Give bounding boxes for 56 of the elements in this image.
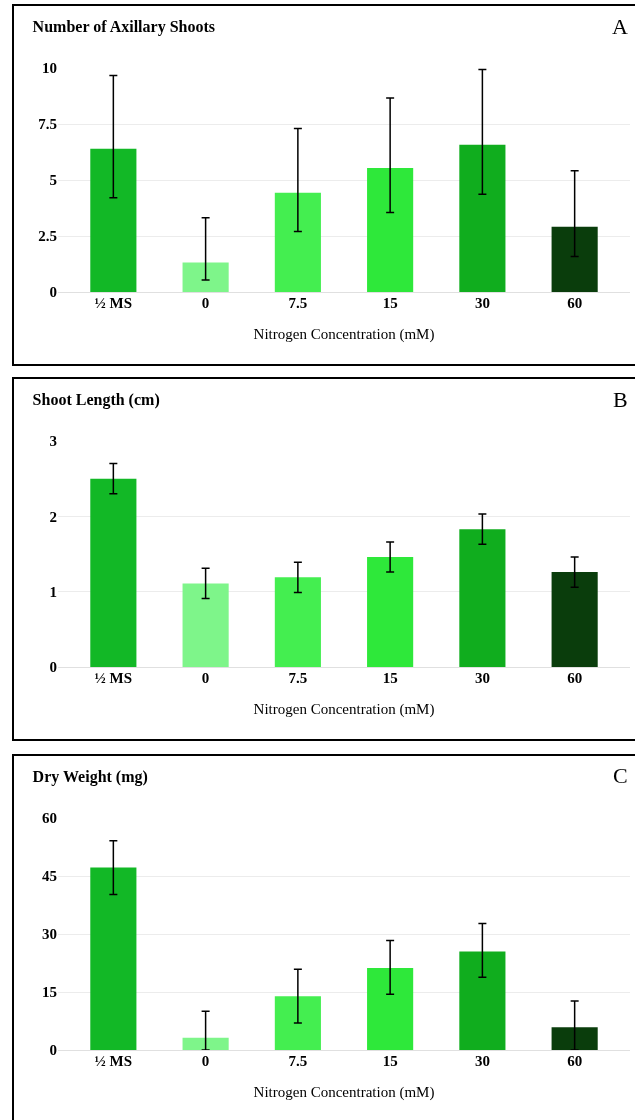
bar (274, 996, 321, 1050)
bar (551, 226, 598, 292)
bar (90, 148, 137, 292)
x-tick-label: 30 (474, 295, 490, 311)
y-tick-label: 5 (49, 172, 57, 189)
x-tick-label: 0 (201, 670, 210, 686)
y-tick-label: 30 (42, 926, 57, 943)
bar (551, 572, 598, 667)
x-axis-title: Nitrogen Concentration (mM) (253, 701, 435, 718)
chart-title: Number of Axillary Shoots (32, 17, 215, 36)
x-tick-label: 7.5 (288, 1053, 308, 1069)
bar (367, 968, 414, 1050)
x-axis-title: Nitrogen Concentration (mM) (253, 1084, 435, 1101)
bar (90, 478, 137, 667)
x-tick-label: 60 (567, 295, 583, 311)
bar (274, 192, 321, 292)
x-tick-label: 7.5 (288, 295, 308, 311)
y-tick-label: 15 (42, 984, 57, 1001)
bar (459, 529, 506, 667)
bar (551, 1027, 598, 1050)
text: C (613, 763, 628, 788)
y-tick-label: 60 (42, 810, 57, 827)
x-tick-label: 60 (567, 670, 583, 686)
chart-title: Dry Weight (mg) (32, 767, 148, 786)
y-tick-label: 2.5 (38, 228, 57, 245)
bar (182, 583, 229, 667)
x-tick-label: 15 (382, 670, 398, 686)
x-tick-label: 30 (474, 670, 490, 686)
bar (367, 167, 414, 292)
y-tick-label: 10 (42, 60, 57, 77)
x-tick-label: ½ MS (94, 295, 133, 311)
chart-title: Shoot Length (cm) (32, 390, 160, 409)
y-tick-label: 3 (49, 433, 57, 450)
y-tick-label: 1 (49, 583, 57, 600)
text: B (613, 387, 628, 412)
bar (182, 262, 229, 292)
x-tick-label: 30 (474, 1053, 490, 1069)
y-tick-label: 7.5 (38, 116, 57, 133)
bar (367, 557, 414, 667)
x-tick-label: ½ MS (94, 670, 133, 686)
x-tick-label: 0 (201, 1053, 210, 1069)
bar (182, 1037, 229, 1050)
x-tick-label: 0 (201, 295, 210, 311)
text: A (612, 14, 628, 39)
x-axis-title: Nitrogen Concentration (mM) (253, 326, 435, 343)
y-tick-label: 2 (49, 508, 57, 525)
x-tick-label: ½ MS (94, 1053, 133, 1069)
bar (274, 577, 321, 667)
bar (459, 144, 506, 292)
x-tick-label: 15 (382, 1053, 398, 1069)
y-tick-label: 45 (42, 868, 57, 885)
x-tick-label: 7.5 (288, 670, 308, 686)
bar (90, 867, 137, 1050)
x-tick-label: 60 (567, 1053, 583, 1069)
x-tick-label: 15 (382, 295, 398, 311)
bar (459, 951, 506, 1050)
